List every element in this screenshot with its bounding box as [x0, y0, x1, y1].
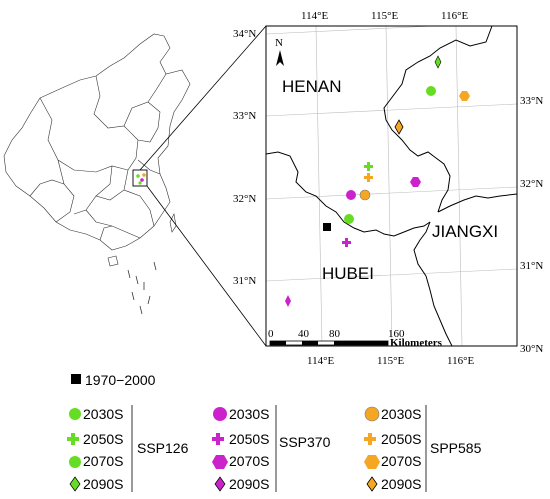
tick-labels: 114°E 115°E 116°E 114°E 115°E 116°E 34°N…	[233, 10, 543, 367]
svg-text:116°E: 116°E	[447, 355, 474, 367]
svg-text:2030S: 2030S	[229, 406, 269, 422]
svg-text:0: 0	[268, 328, 274, 340]
svg-text:2050S: 2050S	[229, 431, 269, 447]
marker-ssp126-2070s	[426, 86, 436, 96]
svg-text:2070S: 2070S	[229, 453, 269, 469]
svg-text:80: 80	[329, 328, 341, 340]
svg-text:31°N: 31°N	[520, 260, 543, 272]
legend-spp585-2070s-hexagon-icon	[364, 455, 380, 469]
legend-baseline-square-icon	[71, 374, 81, 384]
svg-text:33°N: 33°N	[520, 95, 543, 107]
graticule	[266, 26, 517, 346]
hubei-anhui-boundary	[413, 221, 453, 346]
legend-ssp370-2050s-plus-icon	[212, 433, 224, 445]
south-china-sea-islands	[127, 261, 157, 315]
legend-spp585: 2030S 2050S 2070S 2090S SPP585	[364, 405, 482, 492]
north-label: N	[275, 37, 283, 49]
legend-ssp370-2090s-diamond-icon	[214, 476, 226, 492]
legend-spp585-2050s-plus-icon	[364, 433, 376, 445]
china-overview-map	[3, 33, 191, 315]
svg-text:31°N: 31°N	[233, 275, 256, 287]
anhui-jiangxi-boundary	[437, 193, 517, 213]
legend-spp585-2030s-circle-icon	[364, 406, 380, 422]
svg-text:116°E: 116°E	[441, 10, 468, 22]
svg-text:2090S: 2090S	[381, 476, 421, 492]
region-hubei: HUBEI	[322, 264, 374, 283]
marker-baseline-1970-2000	[323, 223, 331, 231]
svg-text:SPP585: SPP585	[430, 440, 482, 456]
marker-spp585-2090s	[394, 119, 404, 135]
connector-lines	[139, 25, 267, 347]
svg-text:2090S: 2090S	[229, 476, 269, 492]
marker-ssp370-2050s	[342, 238, 351, 247]
marker-ssp370-2070s	[410, 177, 421, 187]
svg-text:2070S: 2070S	[83, 453, 123, 469]
markers	[285, 55, 470, 307]
svg-text:2030S: 2030S	[83, 406, 123, 422]
overview-markers	[136, 173, 146, 185]
taiwan-island	[169, 213, 177, 233]
marker-ssp126-2050s	[364, 162, 373, 171]
svg-text:33°N: 33°N	[233, 110, 256, 122]
legend-ssp126-2070s-circle-icon	[69, 456, 81, 468]
province-boundaries	[266, 26, 517, 346]
marker-spp585-2050s	[364, 173, 373, 182]
legend: 1970−2000 2030S 2050S 2070S 2090S SSP126…	[67, 372, 482, 492]
svg-text:32°N: 32°N	[520, 178, 543, 190]
henan-hubei-boundary	[266, 151, 431, 237]
svg-text:160: 160	[388, 328, 405, 340]
svg-text:2050S: 2050S	[83, 431, 123, 447]
marker-ssp126-2030s	[344, 214, 354, 224]
china-outline	[3, 33, 191, 251]
legend-ssp126-2030s-circle-icon	[69, 408, 81, 420]
marker-spp585-2070s	[459, 91, 470, 101]
scale-bar: 0 40 80 160 Kilometers	[268, 328, 443, 349]
svg-text:40: 40	[298, 328, 310, 340]
svg-text:2070S: 2070S	[381, 453, 421, 469]
svg-text:32°N: 32°N	[233, 193, 256, 205]
svg-text:2050S: 2050S	[381, 431, 421, 447]
legend-ssp126: 2030S 2050S 2070S 2090S SSP126	[67, 405, 189, 492]
svg-text:SSP370: SSP370	[279, 434, 331, 450]
svg-text:1970−2000: 1970−2000	[85, 372, 156, 388]
svg-text:114°E: 114°E	[301, 10, 328, 22]
region-jiangxi: JIANGXI	[432, 222, 498, 241]
legend-ssp370-2070s-hexagon-icon	[212, 455, 228, 469]
legend-spp585-2090s-diamond-icon	[366, 476, 378, 492]
inset-frame	[265, 25, 518, 347]
north-arrow: N	[275, 37, 284, 66]
marker-ssp370-2090s	[285, 295, 291, 307]
henan-anhui-boundary	[383, 26, 493, 213]
marker-ssp370-2030s	[346, 190, 356, 200]
marker-spp585-2030s	[359, 189, 371, 201]
svg-text:SSP126: SSP126	[137, 440, 189, 456]
north-arrow-icon	[276, 50, 284, 66]
legend-baseline: 1970−2000	[71, 372, 156, 388]
legend-ssp126-2050s-plus-icon	[67, 433, 79, 445]
province-lines-1	[39, 75, 161, 239]
legend-ssp370-2030s-circle-icon	[213, 407, 227, 421]
inset-map: N HENAN HUBEI JIANGXI 0 40 80 160 Kilome…	[233, 10, 543, 367]
svg-text:30°N: 30°N	[520, 343, 543, 355]
svg-text:115°E: 115°E	[371, 10, 398, 22]
legend-ssp370: 2030S 2050S 2070S 2090S SSP370	[212, 405, 331, 492]
svg-text:34°N: 34°N	[233, 28, 256, 40]
svg-text:Kilometers: Kilometers	[390, 337, 443, 349]
svg-text:115°E: 115°E	[377, 355, 404, 367]
marker-ssp126-2090s	[434, 55, 442, 69]
province-lines-2	[29, 73, 167, 241]
svg-text:114°E: 114°E	[307, 355, 334, 367]
region-henan: HENAN	[282, 77, 342, 96]
svg-text:2090S: 2090S	[83, 476, 123, 492]
legend-ssp126-2090s-diamond-icon	[69, 476, 81, 492]
svg-text:2030S: 2030S	[381, 406, 421, 422]
hainan-island	[107, 255, 119, 267]
